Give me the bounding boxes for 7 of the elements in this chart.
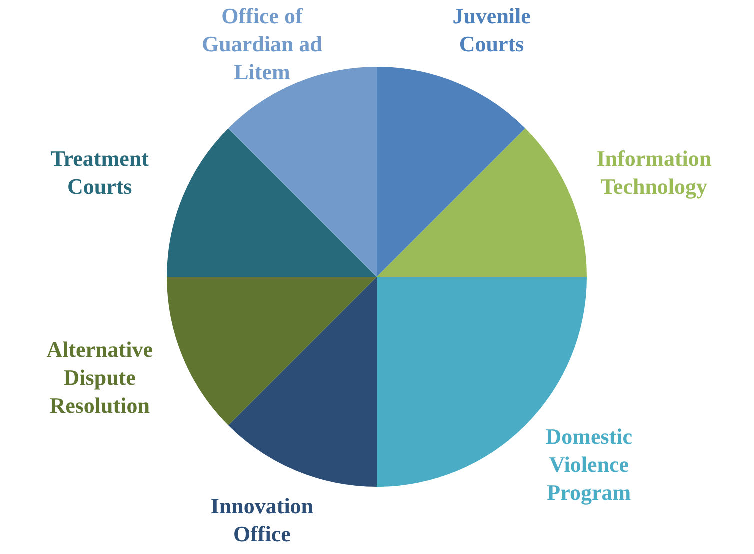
slice-label: Office of Guardian ad Litem: [202, 4, 322, 85]
slice-label: Innovation Office: [210, 494, 314, 547]
slice-label: Domestic Violence Program: [546, 424, 633, 506]
slice-label: Treatment Courts: [50, 146, 150, 200]
slice-label: Juvenile Courts: [452, 4, 532, 57]
slice-label: Alternative Dispute Resolution: [46, 337, 154, 418]
slice-label: Information Technology: [596, 146, 712, 200]
